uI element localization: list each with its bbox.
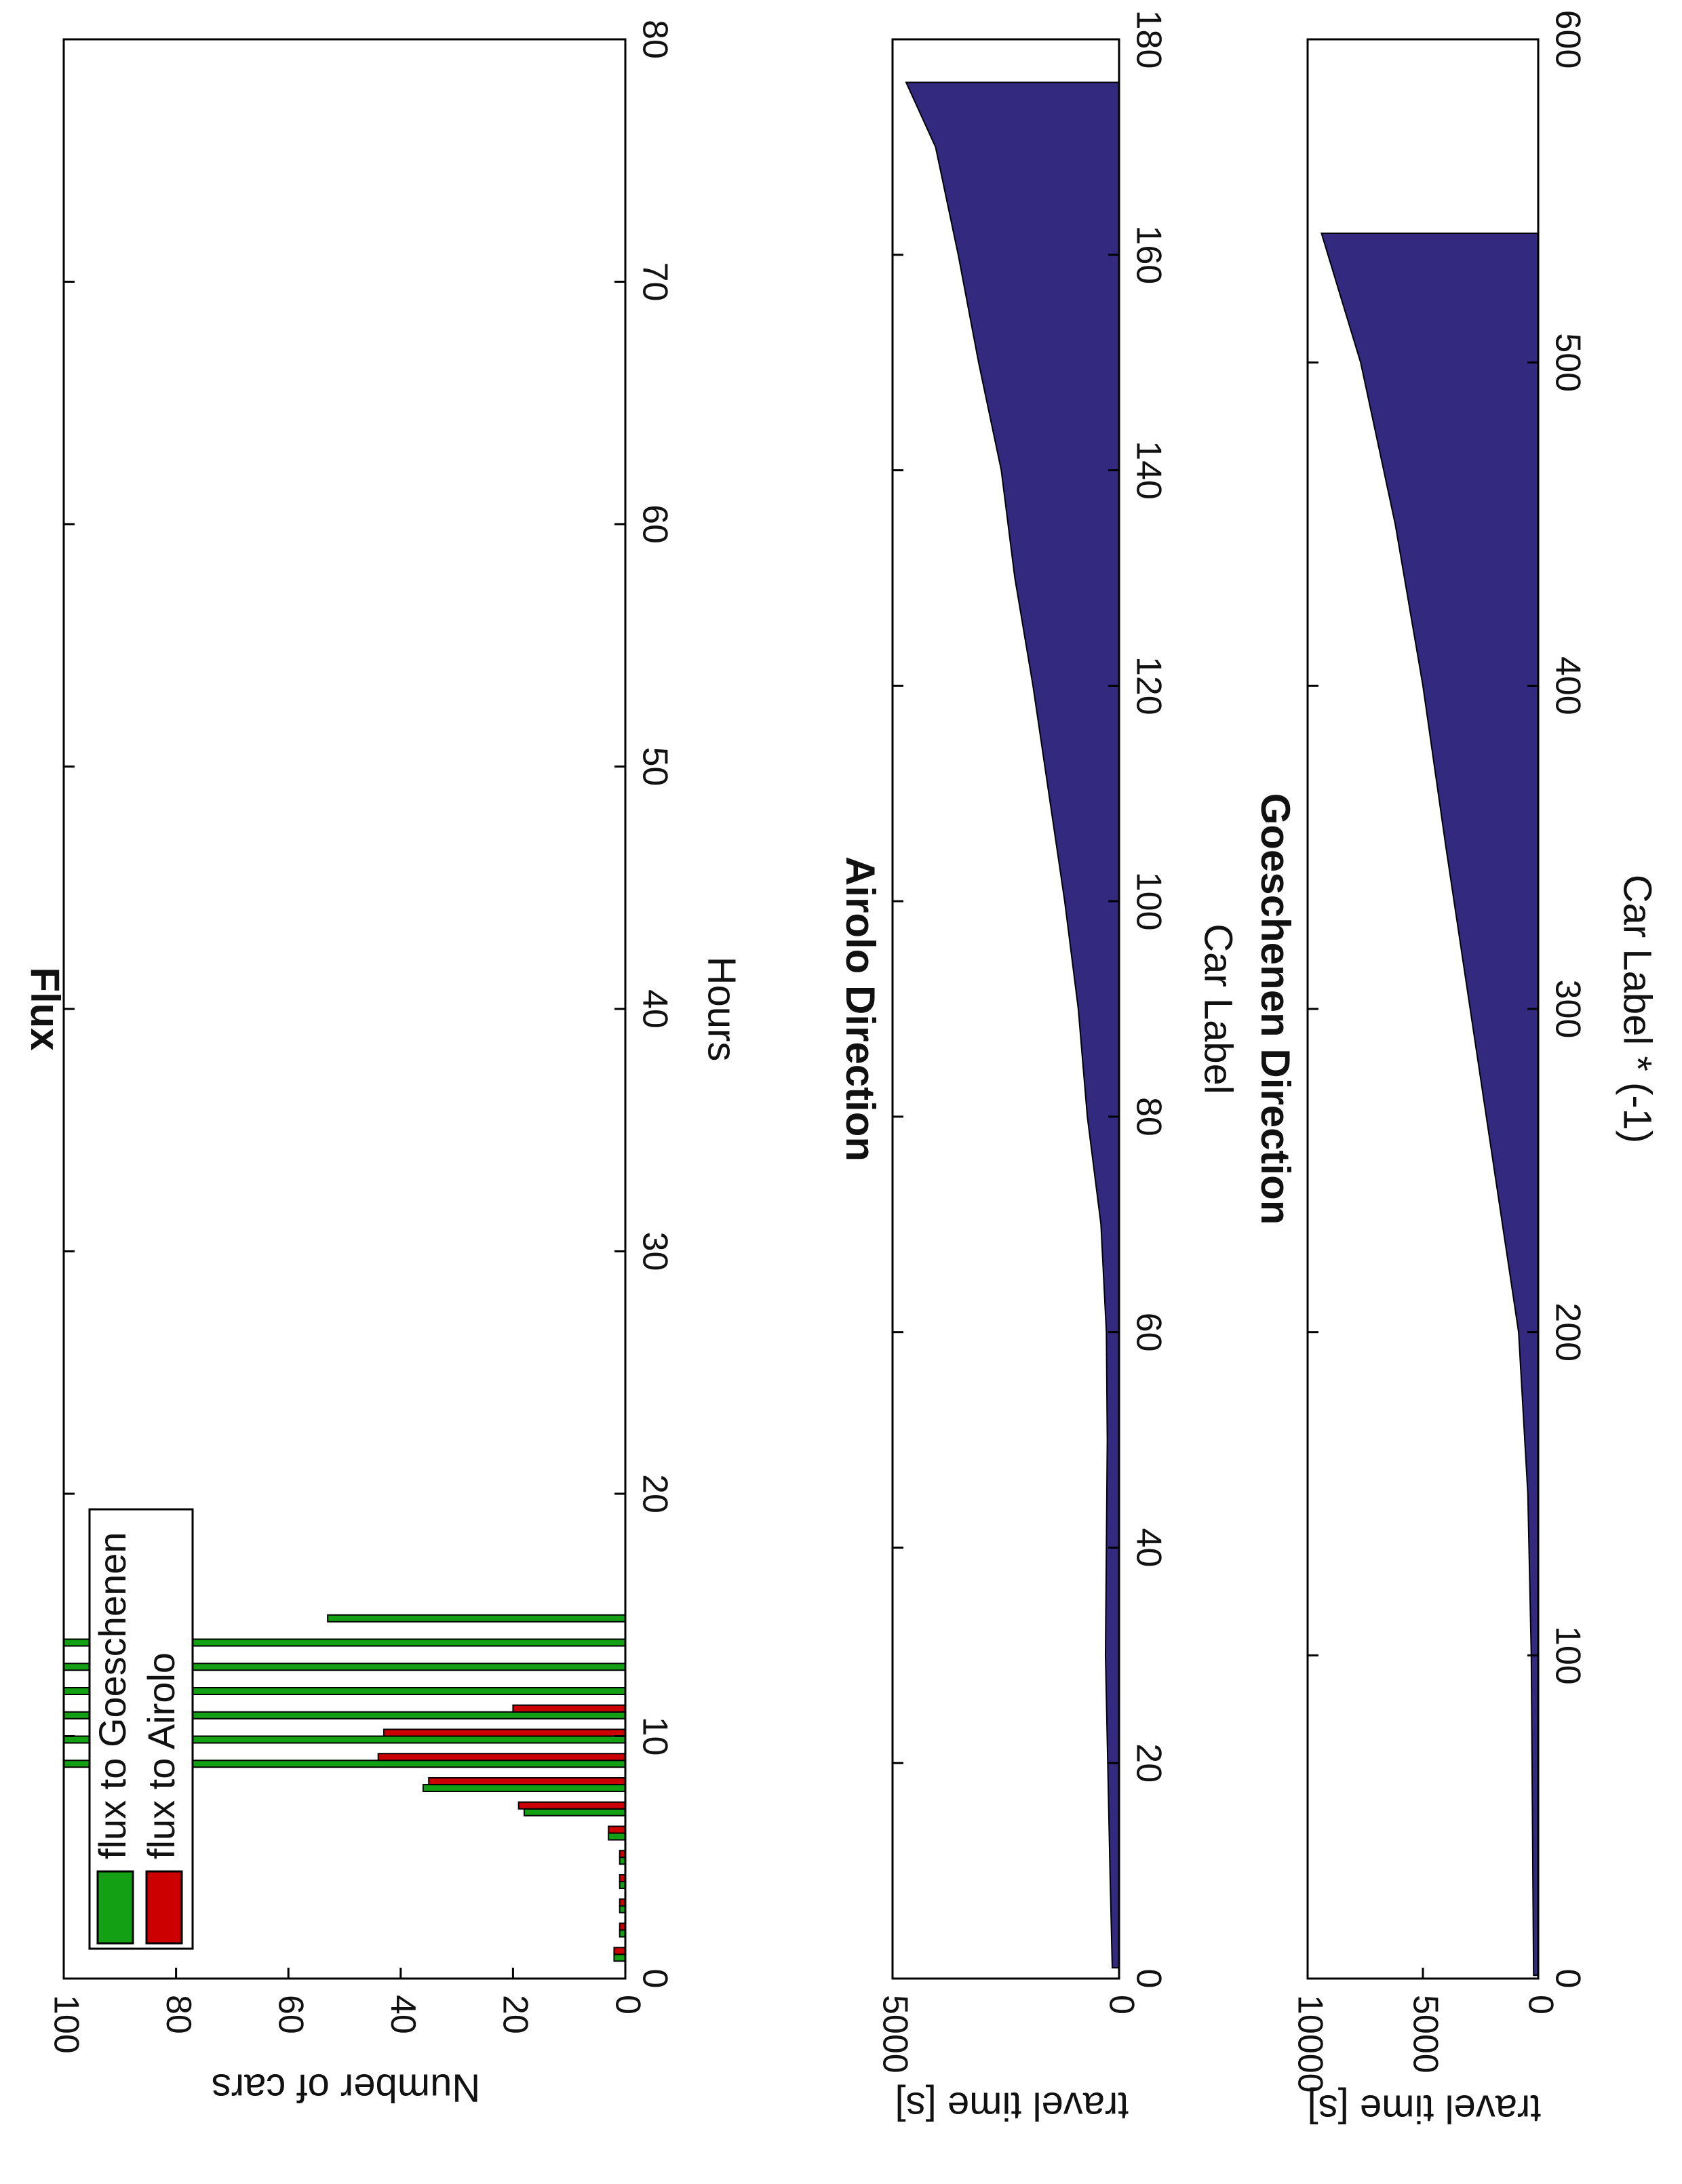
airolo-ticks: 0 20 40 60 80 100 120 140 160 180 0 5000 <box>875 10 1168 2073</box>
airolo-ytick-label: 0 <box>1101 1995 1141 2014</box>
airolo-xtick-label: 180 <box>1129 10 1168 69</box>
airolo-xtick-label: 40 <box>1129 1528 1168 1568</box>
airolo-xlabel: Car Label <box>1196 924 1240 1094</box>
flux-xtick-label: 20 <box>635 1474 674 1513</box>
flux-title: Flux <box>22 967 68 1050</box>
goeschenen-xtick-label: 600 <box>1548 10 1587 69</box>
legend-label-goeschenen: flux to Goeschenen <box>91 1532 134 1859</box>
legend-swatch-airolo <box>145 1870 183 1945</box>
flux-bar <box>523 1808 627 1816</box>
flux-ytick-label: 60 <box>271 1995 310 2034</box>
flux-bar <box>608 1832 626 1841</box>
airolo-travel-time-area <box>905 81 1120 1969</box>
goeschenen-ytick-label: 0 <box>1521 1995 1560 2014</box>
flux-bars <box>63 1614 627 1962</box>
flux-ytick-label: 0 <box>608 1995 647 2014</box>
flux-bar <box>383 1728 627 1737</box>
goeschenen-xtick-label: 200 <box>1548 1303 1587 1362</box>
goeschenen-xtick-label: 400 <box>1548 656 1587 715</box>
flux-xtick-label: 60 <box>635 504 674 544</box>
goeschenen-ylabel: travel time [s] <box>1308 2087 1542 2131</box>
flux-xtick-label: 40 <box>635 989 674 1029</box>
airolo-title: Airolo Direction <box>838 856 883 1162</box>
goeschenen-ytick-label: 5000 <box>1405 1995 1445 2073</box>
goeschenen-xtick-label: 100 <box>1548 1626 1587 1685</box>
flux-bar <box>327 1614 626 1623</box>
goeschenen-xlabel: Car Label * (-1) <box>1616 875 1660 1143</box>
flux-bar <box>428 1776 626 1785</box>
goeschenen-xtick-label: 500 <box>1548 333 1587 392</box>
flux-ticks: 0 10 20 30 40 50 60 70 80 0 20 40 60 80 100 <box>46 20 674 2054</box>
flux-xlabel: Hours <box>700 957 744 1062</box>
airolo-xtick-label: 160 <box>1129 225 1168 284</box>
airolo-xtick-label: 140 <box>1129 441 1168 500</box>
flux-xtick-label: 80 <box>635 20 674 59</box>
airolo-panel: 0 20 40 60 80 100 120 140 160 180 0 5000 Airolo Dir… <box>838 10 1240 2128</box>
flux-xtick-label: 50 <box>635 747 674 787</box>
goeschenen-title: Goeschenen Direction <box>1253 793 1298 1225</box>
airolo-plot-frame <box>891 38 1120 1980</box>
airolo-xtick-label: 80 <box>1129 1097 1168 1136</box>
flux-bar <box>608 1825 626 1834</box>
airolo-xtick-label: 100 <box>1129 872 1168 931</box>
flux-ytick-label: 20 <box>496 1995 535 2034</box>
flux-bar <box>422 1784 626 1793</box>
goeschenen-panel: 0 100 200 300 400 500 600 0 5000 10000 Goeschenen… <box>1253 10 1660 2131</box>
goeschenen-travel-time-area <box>1321 233 1539 1977</box>
flux-ytick-label: 100 <box>46 1995 85 2054</box>
legend-swatch-goeschenen <box>96 1870 134 1945</box>
flux-legend: flux to Goeschenen flux to Airolo <box>88 1508 194 1950</box>
legend-label-airolo: flux to Airolo <box>140 1652 182 1859</box>
flux-ylabel: Number of cars <box>212 2066 480 2110</box>
flux-xtick-label: 0 <box>635 1969 674 1989</box>
flux-bar <box>377 1753 626 1762</box>
airolo-xtick-label: 20 <box>1129 1743 1168 1783</box>
flux-panel: 0 10 20 30 40 50 60 70 80 0 20 40 60 80 100 Flux Hours… <box>22 20 744 2110</box>
airolo-xtick-label: 60 <box>1129 1313 1168 1352</box>
airolo-area <box>905 81 1120 1969</box>
airolo-xtick-label: 0 <box>1129 1969 1168 1989</box>
flux-ytick-label: 40 <box>383 1995 423 2034</box>
airolo-ylabel: travel time [s] <box>895 2084 1129 2128</box>
airolo-xtick-label: 120 <box>1129 656 1168 715</box>
flux-bar <box>517 1801 626 1810</box>
flux-bar <box>613 1947 627 1955</box>
airolo-ytick-label: 5000 <box>875 1995 914 2073</box>
flux-bar <box>613 1953 627 1962</box>
flux-xtick-label: 10 <box>635 1717 674 1756</box>
goeschenen-xtick-label: 0 <box>1548 1969 1587 1989</box>
goeschenen-ticks: 0 100 200 300 400 500 600 0 5000 10000 <box>1290 10 1587 2093</box>
goeschenen-ytick-label: 10000 <box>1290 1995 1329 2093</box>
flux-ytick-label: 80 <box>159 1995 198 2034</box>
flux-bar <box>512 1704 627 1713</box>
goeschenen-xtick-label: 300 <box>1548 980 1587 1039</box>
flux-xtick-label: 70 <box>635 262 674 302</box>
goeschenen-area <box>1321 233 1539 1977</box>
flux-xtick-label: 30 <box>635 1232 674 1271</box>
